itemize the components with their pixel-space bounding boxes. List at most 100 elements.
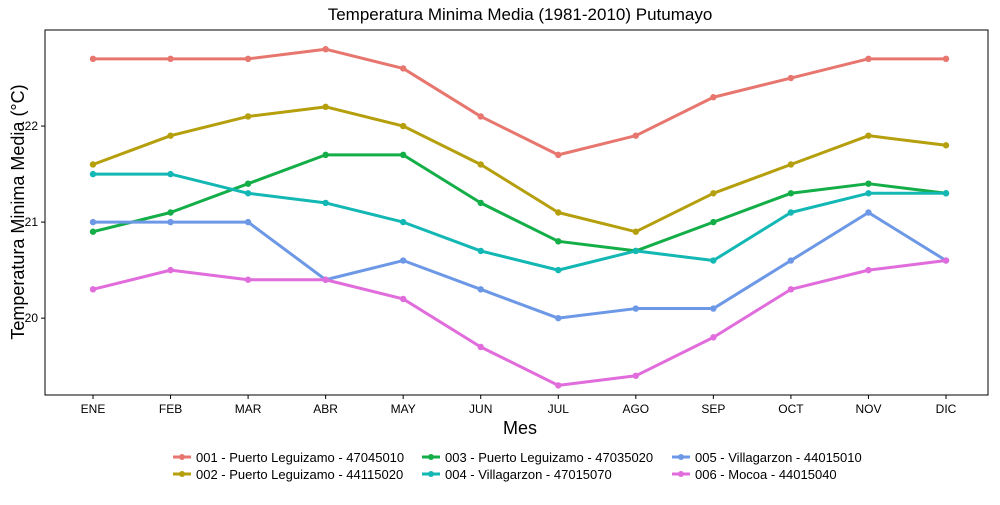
data-point [632, 132, 640, 139]
data-point [865, 190, 872, 197]
series-2 [89, 103, 950, 235]
legend-item: 005 - Villagarzon - 44015010 [672, 450, 862, 465]
x-tick-label: SEP [701, 402, 725, 416]
y-tick-label: 20 [25, 311, 39, 325]
data-point [555, 314, 562, 322]
data-point [477, 286, 484, 293]
data-point [167, 209, 174, 216]
legend-label: 002 - Puerto Leguizamo - 44115020 [196, 467, 403, 482]
data-point [322, 103, 329, 111]
x-tick-label: DIC [936, 402, 957, 416]
data-point [244, 113, 252, 120]
data-point [632, 372, 640, 379]
legend-item: 004 - Villagarzon - 47015070 [422, 467, 612, 482]
x-tick-label: MAR [235, 402, 262, 416]
legend-key-point [678, 454, 684, 460]
plot-border [44, 29, 989, 396]
data-point [399, 65, 407, 72]
data-point [477, 113, 484, 120]
data-point [555, 238, 562, 245]
data-point [555, 209, 562, 216]
data-point [167, 132, 174, 139]
data-point [167, 170, 174, 178]
data-point [787, 161, 795, 168]
data-point [244, 218, 252, 226]
data-point [632, 305, 640, 312]
legend-key-point [678, 471, 684, 477]
data-point [865, 180, 872, 187]
data-point [477, 343, 484, 351]
data-point [244, 180, 252, 187]
data-point [322, 46, 329, 53]
data-point [167, 55, 174, 63]
x-tick-label: JUL [548, 402, 570, 416]
y-tick-label: 21 [25, 215, 39, 229]
series-line [91, 47, 948, 157]
data-point [632, 228, 640, 235]
data-point [865, 266, 872, 274]
data-point [244, 55, 252, 63]
x-tick-label: AGO [622, 402, 649, 416]
legend-label: 004 - Villagarzon - 47015070 [445, 467, 612, 482]
data-point [399, 218, 407, 226]
data-point [89, 228, 97, 235]
data-point [787, 190, 795, 197]
legend-key-point [179, 471, 185, 477]
legend-item: 002 - Puerto Leguizamo - 44115020 [173, 467, 403, 482]
data-point [399, 122, 407, 130]
data-point [167, 218, 174, 226]
data-point [942, 257, 950, 264]
data-point [89, 286, 97, 293]
data-point [555, 151, 562, 159]
data-point [477, 161, 484, 168]
x-tick-label: MAY [391, 402, 416, 416]
data-point [787, 286, 795, 293]
data-point [787, 209, 795, 216]
data-point [399, 295, 407, 303]
data-point [942, 190, 950, 197]
series-4 [89, 170, 950, 274]
data-point [710, 218, 717, 226]
data-point [477, 247, 484, 255]
x-tick-label: JUN [469, 402, 492, 416]
x-tick-label: NOV [855, 402, 881, 416]
data-point [787, 74, 795, 82]
x-tick-label: ENE [81, 402, 106, 416]
legend-item: 001 - Puerto Leguizamo - 47045010 [173, 450, 404, 465]
x-tick-label: ABR [313, 402, 338, 416]
data-point [865, 132, 872, 139]
data-point [710, 305, 717, 312]
data-point [244, 276, 252, 283]
data-point [710, 94, 717, 101]
series-line [91, 153, 948, 253]
data-point [555, 266, 562, 274]
legend-label: 003 - Puerto Leguizamo - 47035020 [445, 450, 653, 465]
data-point [942, 142, 950, 149]
data-point [787, 257, 795, 264]
data-point [322, 199, 329, 207]
series-line [91, 105, 948, 234]
legend-label: 001 - Puerto Leguizamo - 47045010 [196, 450, 404, 465]
y-tick-label: 22 [25, 119, 39, 133]
data-point [399, 257, 407, 264]
data-point [632, 247, 640, 255]
legend-key-point [428, 471, 434, 477]
legend-item: 006 - Mocoa - 44015040 [672, 467, 837, 482]
data-point [167, 266, 174, 274]
series-5 [89, 209, 950, 322]
data-point [555, 382, 562, 389]
x-tick-label: OCT [778, 402, 804, 416]
data-point [865, 209, 872, 216]
data-point [865, 55, 872, 63]
x-axis-label: Mes [503, 418, 537, 438]
data-point [942, 55, 950, 63]
data-point [322, 276, 329, 283]
series-line [91, 172, 948, 272]
series-6 [89, 257, 950, 389]
data-point [710, 190, 717, 197]
series-layer [89, 46, 950, 389]
data-point [710, 257, 717, 264]
data-point [399, 151, 407, 159]
